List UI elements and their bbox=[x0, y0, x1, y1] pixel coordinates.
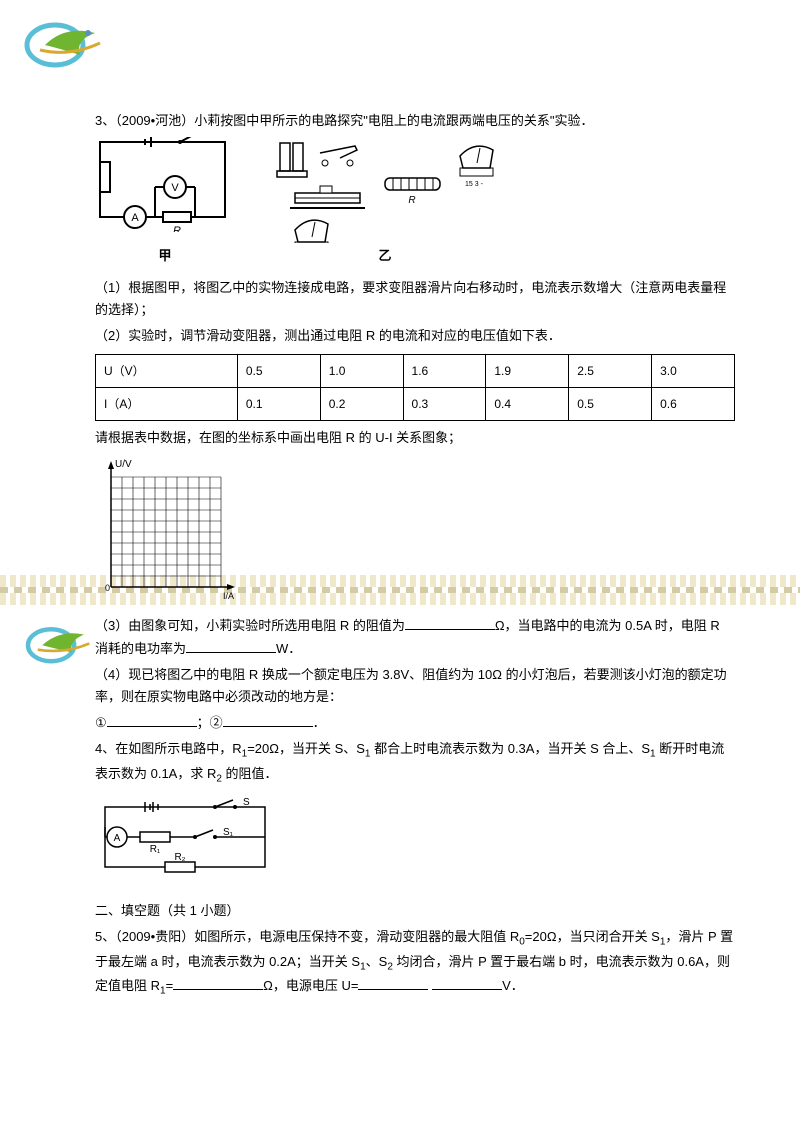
cell: 0.2 bbox=[320, 387, 403, 420]
figure-jia: A V R 甲 bbox=[95, 137, 235, 267]
text: ． bbox=[313, 715, 326, 730]
table-row: I（A） 0.1 0.2 0.3 0.4 0.5 0.6 bbox=[96, 387, 735, 420]
q3-number: 3、 bbox=[95, 113, 115, 128]
x-axis-label: I/A bbox=[223, 591, 234, 601]
q3-text: 小莉按图中甲所示的电路探究"电阻上的电流跟两端电压的关系"实验． bbox=[194, 113, 593, 128]
data-table: U（V） 0.5 1.0 1.6 1.9 2.5 3.0 I（A） 0.1 0.… bbox=[95, 354, 735, 422]
section2-header: 二、填空题（共 1 小题） bbox=[95, 900, 735, 922]
svg-text:R: R bbox=[173, 225, 181, 232]
q3-part3: （3）由图象可知，小莉实验时所选用电阻 R 的阻值为Ω，当电路中的电流为 0.5… bbox=[95, 615, 735, 659]
blank-power bbox=[186, 640, 276, 653]
text: ① bbox=[95, 715, 107, 730]
svg-text:V: V bbox=[171, 182, 179, 194]
q3-part2: （2）实验时，调节滑动变阻器，测出通过电阻 R 的电流和对应的电压值如下表． bbox=[95, 325, 735, 347]
text: ；② bbox=[197, 715, 223, 730]
cell: 0.3 bbox=[403, 387, 486, 420]
yi-label: 乙 bbox=[265, 245, 505, 267]
text: 如图所示，电源电压保持不变，滑动变阻器的最大阻值 R bbox=[194, 929, 519, 944]
cell: 2.5 bbox=[569, 354, 652, 387]
svg-text:A: A bbox=[131, 212, 139, 224]
q4-circuit-svg: S A R₁ S₁ R₂ bbox=[95, 797, 275, 877]
q3-part2b: 请根据表中数据，在图的坐标系中画出电阻 R 的 U-I 关系图象； bbox=[95, 427, 735, 449]
text: V． bbox=[502, 978, 524, 993]
blank-r1 bbox=[173, 977, 263, 990]
svg-text:0: 0 bbox=[105, 583, 110, 593]
cell: 1.9 bbox=[486, 354, 569, 387]
svg-text:R₁: R₁ bbox=[150, 844, 161, 855]
svg-text:15 3 -: 15 3 - bbox=[465, 181, 484, 188]
text: 都合上时电流表示数为 0.3A，当开关 S 合上、S bbox=[370, 741, 650, 756]
page-content: 3、（2009•河池）小莉按图中甲所示的电路探究"电阻上的电流跟两端电压的关系"… bbox=[95, 110, 735, 1004]
blank-change2 bbox=[223, 714, 313, 727]
text: =20Ω，当开关 S、S bbox=[247, 741, 365, 756]
q3-part4a: （4）现已将图乙中的电阻 R 换成一个额定电压为 3.8V、阻值约为 10Ω 的… bbox=[95, 664, 735, 708]
coordinate-grid: U/V 0 I/A bbox=[95, 457, 240, 607]
text: = bbox=[166, 978, 174, 993]
q3-part1: （1）根据图甲，将图乙中的实物连接成电路，要求变阻器滑片向右移动时，电流表示数增… bbox=[95, 277, 735, 321]
cell: 1.0 bbox=[320, 354, 403, 387]
svg-text:A: A bbox=[114, 833, 121, 844]
blank-resistance bbox=[405, 617, 495, 630]
devices-svg: R 15 3 - - 0.6 3 bbox=[265, 138, 505, 243]
q3-source: （2009•河池） bbox=[115, 113, 194, 128]
text: 、S bbox=[366, 954, 388, 969]
q4-text: 4、在如图所示电路中，R1=20Ω，当开关 S、S1 都合上时电流表示数为 0.… bbox=[95, 738, 735, 787]
text: 在如图所示电路中，R bbox=[115, 741, 241, 756]
q4-number: 4、 bbox=[95, 741, 115, 756]
y-axis-label: U/V bbox=[115, 459, 132, 470]
cell: I（A） bbox=[96, 387, 238, 420]
cell: 3.0 bbox=[652, 354, 735, 387]
text: Ω，电源电压 U= bbox=[263, 978, 358, 993]
text: （3）由图象可知，小莉实验时所选用电阻 R 的阻值为 bbox=[95, 618, 405, 633]
cell: U（V） bbox=[96, 354, 238, 387]
q3-part4b: ① ；② ． bbox=[95, 712, 735, 734]
side-logo bbox=[20, 618, 100, 668]
text: W． bbox=[276, 641, 301, 656]
svg-text:S: S bbox=[243, 797, 250, 808]
q5-number: 5、 bbox=[95, 929, 115, 944]
circuit-jia-svg: A V R bbox=[95, 137, 235, 232]
blank-change1 bbox=[107, 714, 197, 727]
header-logo bbox=[20, 15, 110, 70]
svg-text:R₂: R₂ bbox=[174, 852, 185, 863]
q5-text: 5、（2009•贵阳）如图所示，电源电压保持不变，滑动变阻器的最大阻值 R0=2… bbox=[95, 926, 735, 1000]
blank-u-b bbox=[432, 977, 502, 990]
cell: 0.1 bbox=[237, 387, 320, 420]
cell: 1.6 bbox=[403, 354, 486, 387]
blank-u-a bbox=[358, 977, 428, 990]
cell: 0.5 bbox=[237, 354, 320, 387]
cell: 0.4 bbox=[486, 387, 569, 420]
svg-text:R: R bbox=[408, 195, 415, 206]
jia-label: 甲 bbox=[95, 245, 235, 267]
circuit-figures: A V R 甲 bbox=[95, 137, 735, 267]
figure-yi: R 15 3 - - 0.6 3 乙 bbox=[265, 138, 505, 267]
text: =20Ω，当只闭合开关 S bbox=[525, 929, 660, 944]
text: 的阻值． bbox=[222, 766, 278, 781]
q3-intro: 3、（2009•河池）小莉按图中甲所示的电路探究"电阻上的电流跟两端电压的关系"… bbox=[95, 110, 735, 132]
cell: 0.5 bbox=[569, 387, 652, 420]
q5-source: （2009•贵阳） bbox=[115, 929, 194, 944]
cell: 0.6 bbox=[652, 387, 735, 420]
table-row: U（V） 0.5 1.0 1.6 1.9 2.5 3.0 bbox=[96, 354, 735, 387]
